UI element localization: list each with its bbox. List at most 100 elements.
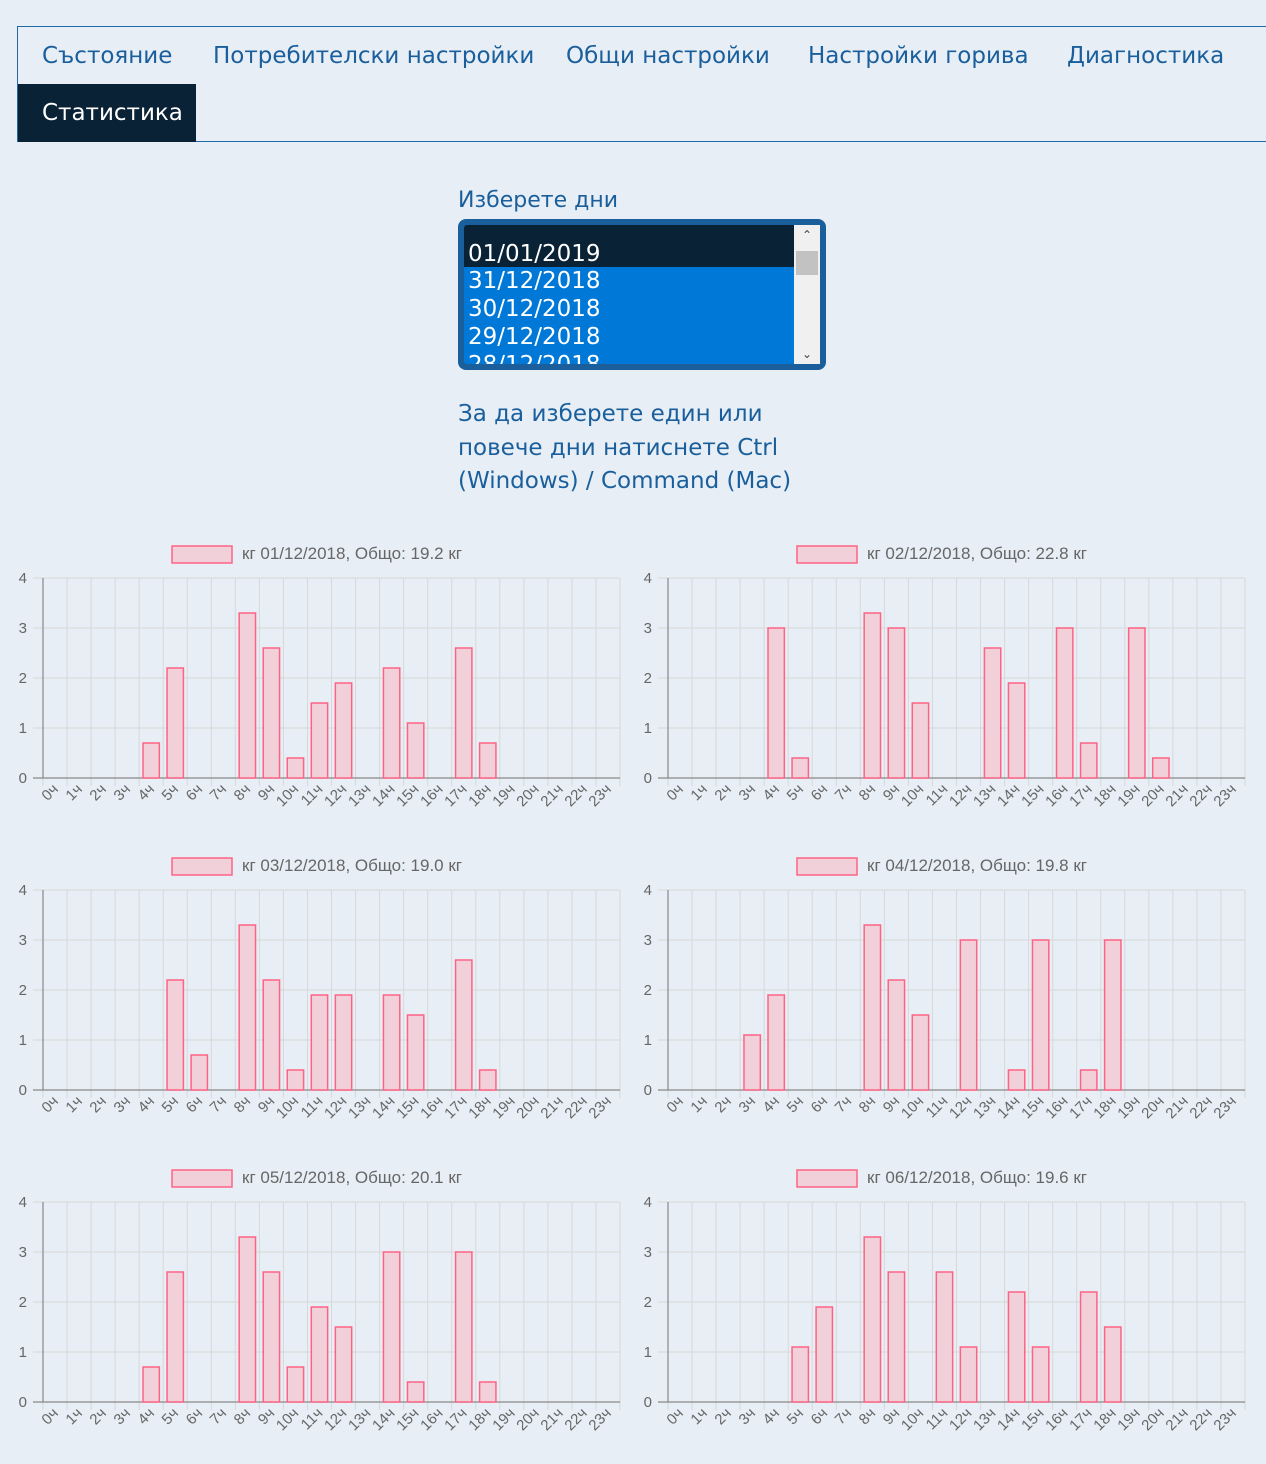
bar[interactable] — [238, 1236, 257, 1403]
bar[interactable] — [767, 627, 786, 779]
bar[interactable] — [310, 1306, 329, 1403]
bar[interactable] — [1079, 742, 1098, 779]
bar[interactable] — [406, 1381, 425, 1403]
bar[interactable] — [286, 757, 305, 779]
bar[interactable] — [382, 1251, 401, 1403]
y-tick-label: 4 — [19, 570, 27, 587]
x-tick-label: 0ч — [38, 1405, 61, 1428]
chart-legend[interactable]: кг 01/12/2018, Общо: 19.2 кг — [171, 544, 462, 564]
bar[interactable] — [887, 627, 906, 779]
x-tick-label: 12ч — [321, 781, 350, 810]
days-select[interactable]: 01/01/2019 31/12/2018 30/12/2018 29/12/2… — [458, 219, 826, 370]
bar[interactable] — [935, 1271, 954, 1403]
scroll-down-icon[interactable]: ⌄ — [801, 347, 813, 361]
bar[interactable] — [863, 612, 882, 779]
bar[interactable] — [863, 924, 882, 1091]
bar[interactable] — [406, 722, 425, 779]
x-tick-label: 16ч — [1042, 781, 1071, 810]
bar[interactable] — [959, 1346, 978, 1403]
bar[interactable] — [911, 1014, 930, 1091]
bar[interactable] — [1007, 682, 1026, 779]
bar[interactable] — [1079, 1069, 1098, 1091]
bar[interactable] — [887, 1271, 906, 1403]
scroll-up-icon[interactable]: ⌃ — [801, 228, 813, 242]
bar[interactable] — [166, 979, 185, 1091]
bar[interactable] — [815, 1306, 834, 1403]
bar[interactable] — [238, 924, 257, 1091]
bar[interactable] — [887, 979, 906, 1091]
bar[interactable] — [1127, 627, 1146, 779]
x-tick-label: 13ч — [970, 781, 999, 810]
bar[interactable] — [262, 647, 281, 779]
tab-fuel-settings[interactable]: Настройки горива — [808, 43, 1029, 69]
scroll-thumb[interactable] — [796, 251, 818, 275]
x-tick-label: 6ч — [183, 1093, 206, 1116]
bar[interactable] — [478, 742, 497, 779]
bar[interactable] — [911, 702, 930, 779]
bar[interactable] — [262, 979, 281, 1091]
bar[interactable] — [454, 959, 473, 1091]
bar[interactable] — [1103, 939, 1122, 1091]
legend-swatch — [171, 545, 233, 564]
bar[interactable] — [334, 994, 353, 1091]
bar[interactable] — [1007, 1069, 1026, 1091]
chart-legend[interactable]: кг 06/12/2018, Общо: 19.6 кг — [796, 1168, 1087, 1188]
bar[interactable] — [959, 939, 978, 1091]
day-option[interactable]: 29/12/2018 — [468, 324, 601, 350]
y-tick-label: 4 — [644, 882, 652, 899]
x-tick-label: 14ч — [994, 1405, 1023, 1434]
tab-general-settings[interactable]: Общи настройки — [566, 43, 770, 69]
bar[interactable] — [142, 742, 161, 779]
bar[interactable] — [791, 1346, 810, 1403]
bar[interactable] — [478, 1069, 497, 1091]
bar[interactable] — [743, 1034, 762, 1091]
bar[interactable] — [286, 1366, 305, 1403]
bar[interactable] — [1007, 1291, 1026, 1403]
y-tick-label: 4 — [644, 1194, 652, 1211]
bar[interactable] — [1031, 1346, 1050, 1403]
bar[interactable] — [166, 667, 185, 779]
days-select-scrollbar[interactable]: ⌃ ⌄ — [794, 225, 820, 364]
chart-legend[interactable]: кг 03/12/2018, Общо: 19.0 кг — [171, 856, 462, 876]
day-option[interactable]: 30/12/2018 — [468, 296, 601, 322]
tab-statistics[interactable]: Статистика — [18, 84, 196, 142]
bar[interactable] — [454, 1251, 473, 1403]
bar[interactable] — [334, 682, 353, 779]
bar[interactable] — [286, 1069, 305, 1091]
bar[interactable] — [454, 647, 473, 779]
bar[interactable] — [478, 1381, 497, 1403]
bar[interactable] — [310, 994, 329, 1091]
bar[interactable] — [382, 667, 401, 779]
x-tick-label: 1ч — [62, 1093, 85, 1116]
day-option[interactable]: 28/12/2018 — [464, 351, 794, 364]
bar[interactable] — [863, 1236, 882, 1403]
x-tick-label: 21ч — [1162, 781, 1191, 810]
x-tick-label: 22ч — [561, 1093, 590, 1122]
tab-user-settings[interactable]: Потребителски настройки — [213, 43, 535, 69]
x-tick-label: 13ч — [970, 1093, 999, 1122]
bar[interactable] — [262, 1271, 281, 1403]
bar[interactable] — [142, 1366, 161, 1403]
chart-legend[interactable]: кг 04/12/2018, Общо: 19.8 кг — [796, 856, 1087, 876]
bar[interactable] — [983, 647, 1002, 779]
bar[interactable] — [238, 612, 257, 779]
bar[interactable] — [767, 994, 786, 1091]
bar[interactable] — [310, 702, 329, 779]
bar[interactable] — [166, 1271, 185, 1403]
bar[interactable] — [1103, 1326, 1122, 1403]
bar[interactable] — [334, 1326, 353, 1403]
bar[interactable] — [791, 757, 810, 779]
bar[interactable] — [1151, 757, 1170, 779]
bar[interactable] — [1055, 627, 1074, 779]
bar[interactable] — [382, 994, 401, 1091]
day-option[interactable]: 31/12/2018 — [468, 268, 601, 294]
bar[interactable] — [1079, 1291, 1098, 1403]
bar[interactable] — [190, 1054, 209, 1091]
bar[interactable] — [406, 1014, 425, 1091]
tab-status[interactable]: Състояние — [42, 43, 173, 69]
tab-diagnostics[interactable]: Диагностика — [1067, 43, 1225, 69]
bar[interactable] — [1031, 939, 1050, 1091]
chart-legend[interactable]: кг 02/12/2018, Общо: 22.8 кг — [796, 544, 1087, 564]
day-option[interactable]: 01/01/2019 — [464, 225, 794, 267]
chart-legend[interactable]: кг 05/12/2018, Общо: 20.1 кг — [171, 1168, 462, 1188]
